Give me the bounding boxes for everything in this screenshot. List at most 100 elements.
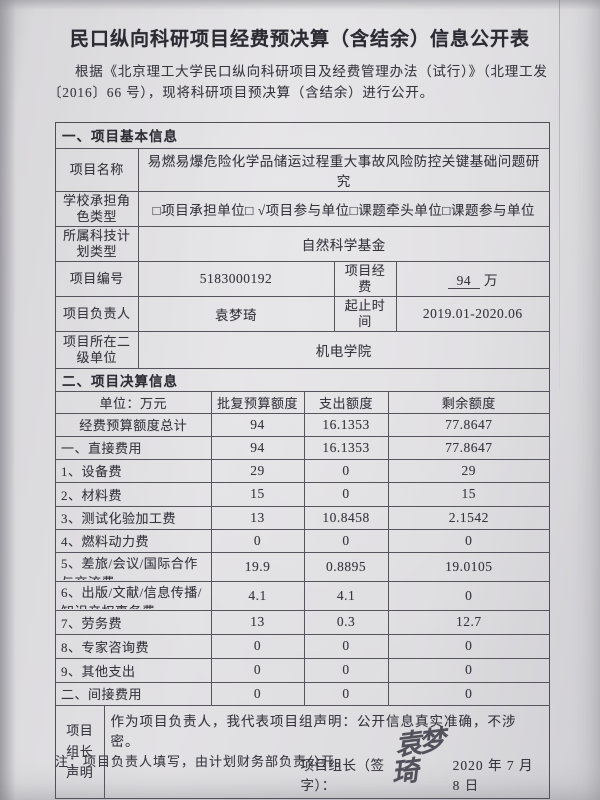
period-value: 2019.01-2020.06 — [396, 296, 549, 332]
budget-approved: 19.9 — [211, 552, 305, 582]
budget-row-label: 8、专家咨询费 — [56, 634, 212, 659]
budget-spent: 16.1353 — [304, 413, 389, 437]
paper-top-edge-shadow — [0, 0, 600, 10]
table-row: 5、差旅/会议/国际合作与交流费 19.9 0.8895 19.0105 — [56, 552, 549, 582]
table-row: 3、测试化验加工费 13 10.8458 2.1542 — [56, 506, 549, 530]
paper-left-edge-shadow — [0, 0, 16, 800]
budget-table: 二、项目决算信息 单位：万元 批复预算额度 支出额度 剩余额度 经费预算额度总计… — [56, 368, 549, 706]
budget-spent: 0 — [304, 634, 389, 659]
budget-approved: 0 — [211, 529, 305, 553]
table-row: 9、其他支出 0 0 0 — [56, 658, 549, 683]
budget-approved: 94 — [211, 413, 305, 437]
budget-spent: 0 — [304, 529, 389, 553]
budget-spent: 0 — [304, 682, 389, 706]
table-row: 4、燃料动力费 0 0 0 — [56, 529, 549, 553]
budget-approved: 29 — [211, 459, 305, 483]
budget-row-label-text: 6、出版/文献/信息传播/知识产权事务费 — [61, 584, 202, 609]
budget-header-spent: 支出额度 — [304, 391, 389, 414]
project-leader-value: 袁梦琦 — [138, 296, 335, 332]
page-title: 民口纵向科研项目经费预决算（含结余）信息公开表 — [69, 29, 530, 50]
budget-spent: 0 — [304, 658, 389, 683]
budget-remaining: 0 — [388, 682, 549, 706]
role-type-label: 学校承担角色类型 — [56, 191, 139, 227]
project-name-label: 项目名称 — [56, 148, 139, 192]
declaration-label-line: 声明 — [66, 765, 94, 780]
budget-spent: 4.1 — [304, 581, 389, 611]
project-number-value: 5183000192 — [138, 261, 335, 297]
budget-row-label: 3、测试化验加工费 — [56, 506, 212, 530]
declaration-label-line: 项目 — [66, 723, 94, 738]
declaration-label-line: 组长 — [66, 744, 94, 759]
budget-remaining: 0 — [388, 658, 549, 683]
budget-remaining: 0 — [388, 634, 549, 659]
budget-row-label: 4、燃料动力费 — [56, 529, 212, 553]
budget-row-label: 5、差旅/会议/国际合作与交流费 — [56, 552, 212, 582]
budget-spent: 0 — [304, 482, 389, 507]
table-row: 8、专家咨询费 0 0 0 — [56, 634, 549, 659]
budget-approved: 15 — [211, 482, 305, 507]
budget-approved: 0 — [211, 682, 305, 706]
budget-row-label: 一、直接费用 — [56, 436, 212, 460]
budget-row-label: 经费预算额度总计 — [56, 413, 212, 437]
budget-row-label: 7、劳务费 — [56, 610, 212, 635]
table-row: 二、间接费用 0 0 0 — [56, 682, 549, 706]
budget-row-label: 二、间接费用 — [56, 682, 212, 706]
sign-here-label: 项目组长（签字）： — [300, 757, 385, 793]
budget-header-unit: 单位：万元 — [56, 391, 212, 414]
budget-remaining: 29 — [388, 459, 549, 483]
signature-date: 2020 年 7 月 8 日 — [452, 757, 534, 793]
paper-crease-line — [559, 0, 560, 390]
project-number-label: 项目编号 — [56, 261, 139, 297]
budget-spent: 10.8458 — [304, 506, 389, 530]
budget-approved: 0 — [211, 634, 305, 659]
budget-row-label: 9、其他支出 — [56, 658, 212, 683]
budget-spent: 0.3 — [304, 610, 389, 635]
declaration-label: 项目 组长 声明 — [56, 705, 105, 798]
project-name-value: 易燃易爆危险化学品储运过程重大事故风险防控关键基础问题研究 — [138, 148, 549, 192]
declaration-statement: 作为项目负责人，我代表项目组声明：公开信息真实准确，不涉密。 — [110, 713, 517, 749]
intro-paragraph: 根据《北京理工大学民口纵向科研项目及经费管理办法（试行）》（北理工发〔2016〕… — [48, 64, 548, 100]
form-table: 一、项目基本信息 项目名称 易燃易爆危险化学品储运过程重大事故风险防控关键基础问… — [55, 122, 550, 799]
budget-approved: 0 — [211, 658, 305, 683]
footnote: 注：项目负责人填写，由计划财务部负责公开。 — [55, 754, 350, 769]
table-row: 经费预算额度总计 94 16.1353 77.8647 — [56, 413, 549, 437]
role-type-checkboxes: □项目承担单位□ √项目参与单位□课题牵头单位□课题参与单位 — [138, 191, 549, 227]
budget-header-remaining: 剩余额度 — [388, 391, 549, 414]
table-row: 6、出版/文献/信息传播/知识产权事务费 4.1 4.1 0 — [56, 581, 549, 611]
section-heading-basic-info: 一、项目基本信息 — [56, 123, 549, 149]
project-funding-value: 94 万 — [396, 261, 549, 297]
basic-info-table: 一、项目基本信息 项目名称 易燃易爆危险化学品储运过程重大事故风险防控关键基础问… — [56, 123, 549, 369]
handwritten-signature: 袁梦琦 — [392, 724, 448, 789]
budget-approved: 4.1 — [211, 581, 305, 611]
funding-unit: 万 — [483, 272, 498, 288]
table-row: 1、设备费 29 0 29 — [56, 459, 549, 483]
section-heading-budget: 二、项目决算信息 — [56, 368, 549, 392]
budget-remaining: 15 — [388, 482, 549, 507]
table-row: 7、劳务费 13 0.3 12.7 — [56, 610, 549, 635]
budget-approved: 94 — [211, 436, 305, 460]
secondary-unit-label: 项目所在二级单位 — [56, 331, 139, 369]
project-leader-label: 项目负责人 — [56, 296, 139, 332]
funding-amount: 94 — [447, 272, 481, 289]
signature-row: 项目组长（签字）： 袁梦琦 2020 年 7 月 8 日 — [111, 724, 544, 794]
plan-type-value: 自然科学基金 — [138, 226, 549, 262]
budget-remaining: 0 — [388, 581, 549, 611]
period-label: 起止时间 — [334, 296, 397, 332]
budget-row-label: 1、设备费 — [56, 459, 212, 483]
table-row: 2、材料费 15 0 15 — [56, 482, 549, 507]
budget-approved: 13 — [211, 610, 305, 635]
budget-spent: 0 — [304, 459, 389, 483]
budget-spent: 0.8895 — [304, 552, 389, 582]
budget-row-label: 2、材料费 — [56, 482, 212, 507]
declaration-content: 作为项目负责人，我代表项目组声明：公开信息真实准确，不涉密。 项目组长（签字）：… — [104, 706, 549, 798]
declaration-table: 项目 组长 声明 作为项目负责人，我代表项目组声明：公开信息真实准确，不涉密。 … — [56, 705, 549, 798]
budget-remaining: 77.8647 — [388, 436, 549, 460]
budget-row-label: 6、出版/文献/信息传播/知识产权事务费 — [56, 581, 212, 611]
secondary-unit-value: 机电学院 — [138, 331, 549, 369]
budget-approved: 13 — [211, 506, 305, 530]
budget-spent: 16.1353 — [304, 436, 389, 460]
budget-remaining: 2.1542 — [388, 506, 549, 530]
budget-row-label-text: 5、差旅/会议/国际合作与交流费 — [61, 555, 198, 580]
budget-remaining: 19.0105 — [388, 552, 549, 582]
